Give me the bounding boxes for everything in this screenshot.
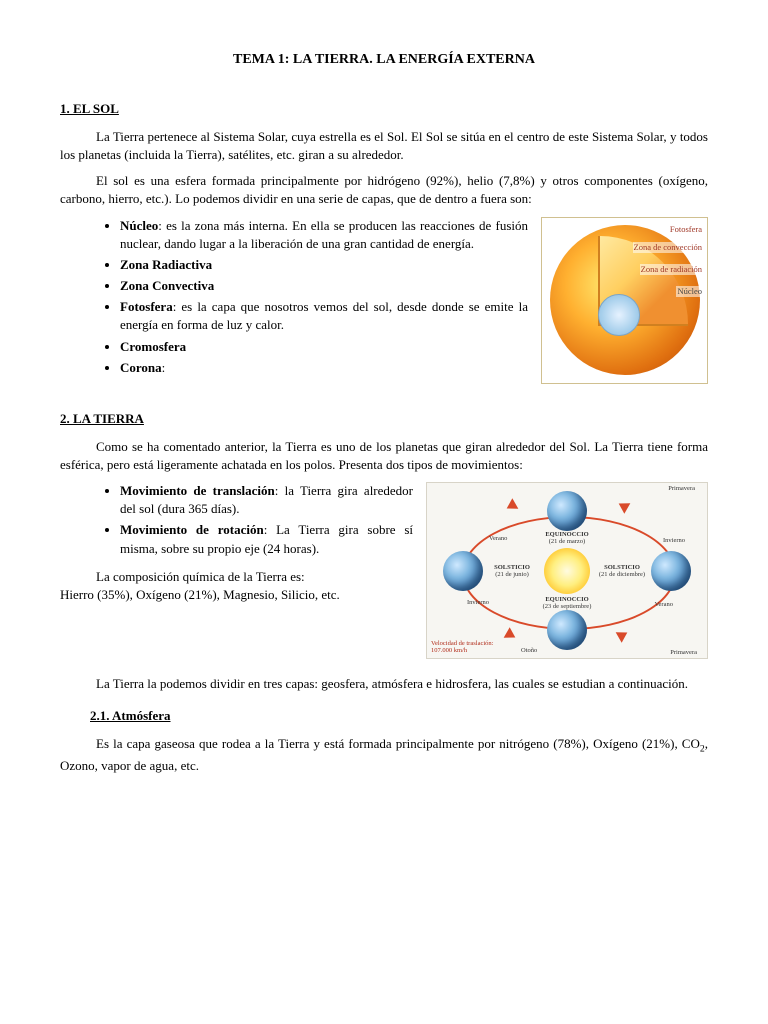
sun-label-radiacion: Zona de radiación bbox=[640, 264, 703, 276]
season-label: Primavera bbox=[670, 649, 697, 656]
list-item: Movimiento de rotación: La Tierra gira s… bbox=[120, 521, 413, 557]
list-item: Fotosfera: es la capa que nosotros vemos… bbox=[120, 298, 528, 334]
season-label: Primavera bbox=[668, 485, 695, 492]
list-item: Movimiento de translación: la Tierra gir… bbox=[120, 482, 413, 518]
s1-paragraph-2: El sol es una esfera formada principalme… bbox=[60, 172, 708, 208]
list-item: Zona Convectiva bbox=[120, 277, 528, 295]
earth-icon bbox=[547, 610, 587, 650]
section-1-heading: 1. EL SOL bbox=[60, 100, 708, 118]
s2-composition-values: Hierro (35%), Oxígeno (21%), Magnesio, S… bbox=[60, 586, 413, 604]
earth-orbit-diagram: EQUINOCCIO(21 de marzo) EQUINOCCIO(23 de… bbox=[426, 482, 708, 659]
orbit-label-left: SOLSTICIO(21 de junio) bbox=[487, 563, 537, 577]
sun-layers-list: Núcleo: es la zona más interna. En ella … bbox=[60, 217, 528, 378]
season-label: Invierno bbox=[663, 537, 685, 544]
earth-icon bbox=[651, 551, 691, 591]
sun-label-nucleo: Núcleo bbox=[676, 286, 703, 298]
orbit-label-bottom: EQUINOCCIO(23 de septiembre) bbox=[532, 596, 602, 610]
list-item: Cromosfera bbox=[120, 338, 528, 356]
s2-composition-intro: La composición química de la Tierra es: bbox=[60, 568, 413, 586]
orbit-label-top: EQUINOCCIO(21 de marzo) bbox=[532, 531, 602, 545]
s2-paragraph-3: La Tierra la podemos dividir en tres cap… bbox=[60, 675, 708, 693]
season-label: Invierno bbox=[467, 599, 489, 606]
sun-structure-diagram: Fotosfera Zona de convección Zona de rad… bbox=[541, 217, 708, 384]
section-2-heading: 2. LA TIERRA bbox=[60, 410, 708, 428]
earth-icon bbox=[443, 551, 483, 591]
season-label: Verano bbox=[489, 535, 507, 542]
earth-movements-list: Movimiento de translación: la Tierra gir… bbox=[60, 482, 413, 558]
season-label: Otoño bbox=[521, 647, 537, 654]
list-item: Corona: bbox=[120, 359, 528, 377]
orbit-speed-label: Velocidad de traslación: 107.000 km/h bbox=[431, 640, 503, 654]
sun-label-conveccion: Zona de convección bbox=[633, 242, 703, 254]
earth-icon bbox=[547, 491, 587, 531]
list-item: Zona Radiactiva bbox=[120, 256, 528, 274]
orbit-sun-icon bbox=[544, 548, 590, 594]
orbit-label-right: SOLSTICIO(21 de diciembre) bbox=[597, 563, 647, 577]
s2-paragraph-1: Como se ha comentado anterior, la Tierra… bbox=[60, 438, 708, 474]
s21-paragraph-1: Es la capa gaseosa que rodea a la Tierra… bbox=[60, 735, 708, 774]
season-label: Verano bbox=[655, 601, 673, 608]
s1-paragraph-1: La Tierra pertenece al Sistema Solar, cu… bbox=[60, 128, 708, 164]
sun-label-fotosfera: Fotosfera bbox=[669, 224, 703, 236]
list-item: Núcleo: es la zona más interna. En ella … bbox=[120, 217, 528, 253]
section-2-1-heading: 2.1. Atmósfera bbox=[90, 707, 708, 725]
page-title: TEMA 1: LA TIERRA. LA ENERGÍA EXTERNA bbox=[60, 50, 708, 70]
